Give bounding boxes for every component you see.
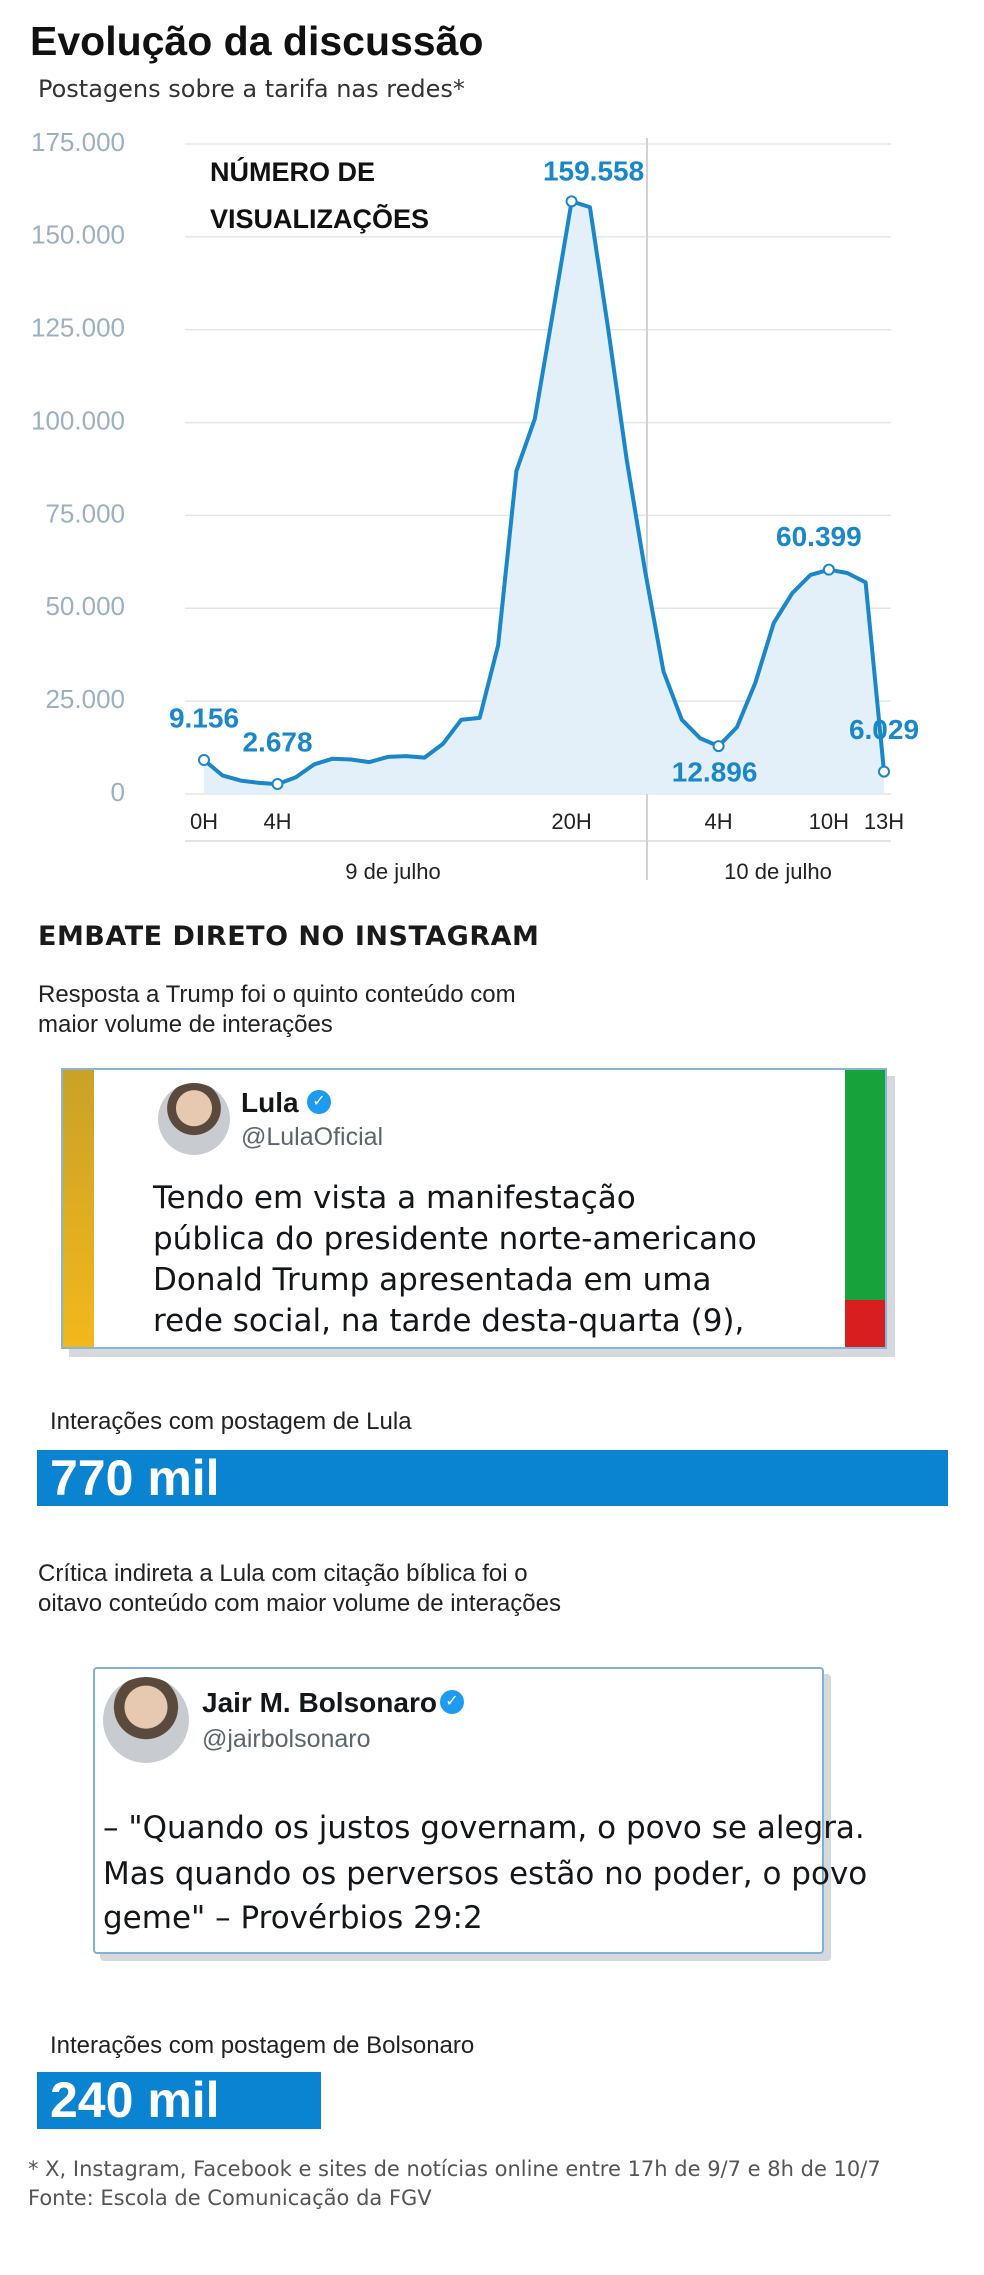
author-name: Jair M. Bolsonaro — [202, 1687, 437, 1718]
line — [202, 199, 886, 787]
point — [712, 740, 725, 753]
line-chart: 0 25.000 50.000 75.000 100.000 125.000 150.000… — [31, 127, 919, 884]
point — [565, 195, 578, 208]
bar-caption: Interações com postagem de Bolsonaro — [50, 2032, 475, 2059]
interaction-bar — [37, 2072, 321, 2129]
author-handle: @LulaOficial — [241, 1123, 384, 1151]
point — [822, 563, 835, 576]
y-tick-label: 50.000 — [45, 591, 125, 621]
x-tick-label: 4H — [705, 809, 733, 834]
y-tick-label: 75.000 — [45, 498, 125, 528]
y-tick-label: 0 — [111, 777, 125, 807]
post-text: rede social, na tarde desta-quarta (9), — [153, 1303, 745, 1339]
post-card: Jair M. Bolsonaro ✓ @jairbolsonaro – "Qu… — [93, 1667, 867, 1954]
value-label: 159.558 — [543, 156, 644, 187]
post-text: pública do presidente norte-americano — [153, 1221, 757, 1257]
area — [204, 201, 884, 794]
author-handle: @jairbolsonaro — [202, 1725, 371, 1753]
y-tick-label: 100.000 — [31, 405, 125, 435]
x-tick-label: 20H — [551, 809, 591, 834]
section-title: EMBATE DIRETO NO INSTAGRAM — [38, 921, 540, 952]
verified-badge: ✓ — [440, 1690, 464, 1714]
point — [198, 753, 210, 766]
day-label: 9 de julho — [345, 859, 440, 884]
source: Fonte: Escola de Comunicação da FGV — [28, 2186, 432, 2210]
bar-value-label: 240 mil — [50, 2072, 220, 2128]
annotation: NÚMERO DE — [210, 156, 375, 187]
value-label: 12.896 — [672, 756, 758, 787]
post-text: Mas quando os perversos estão no poder, … — [103, 1856, 868, 1892]
avatar — [103, 1677, 189, 1763]
post-text: Tendo em vista a manifestação — [153, 1180, 636, 1216]
point — [271, 778, 284, 791]
title: Evolução da discussão — [30, 18, 484, 64]
verified-badge: ✓ — [307, 1090, 331, 1114]
subtitle: Postagens sobre a tarifa nas redes* — [38, 75, 465, 103]
caption: oitavo conteúdo com maior volume de inte… — [38, 1590, 561, 1617]
caption: Crítica indireta a Lula com citação bíbl… — [38, 1560, 528, 1587]
y-tick-label: 175.000 — [31, 127, 125, 157]
y-tick-label: 25.000 — [45, 684, 125, 714]
caption: Resposta a Trump foi o quinto conteúdo c… — [38, 981, 516, 1008]
x-tick-label: 13H — [864, 809, 904, 834]
post-card: Lula ✓ @LulaOficial Tendo em vista a man… — [61, 1068, 887, 1349]
x-tick-label: 10H — [809, 809, 849, 834]
post-text: – "Quando os justos governam, o povo se … — [103, 1810, 865, 1846]
author-name: Lula — [241, 1087, 299, 1118]
flag-stripe — [63, 1070, 94, 1347]
interaction-bar — [37, 1450, 948, 1506]
caption: maior volume de interações — [38, 1011, 333, 1038]
post-text: geme" – Provérbios 29:2 — [103, 1900, 483, 1936]
y-tick-label: 150.000 — [31, 220, 125, 250]
y-tick-label: 125.000 — [31, 313, 125, 343]
value-label: 6.029 — [849, 714, 919, 745]
x-tick-label: 4H — [263, 809, 291, 834]
flag-stripe — [845, 1300, 885, 1347]
point — [878, 765, 890, 778]
value-label: 60.399 — [776, 521, 862, 552]
day-label: 10 de julho — [724, 859, 832, 884]
x-tick-label: 0H — [190, 809, 218, 834]
annotation: VISUALIZAÇÕES — [210, 203, 429, 234]
value-label: 9.156 — [169, 702, 239, 733]
avatar — [158, 1083, 230, 1155]
post-text: Donald Trump apresentada em uma — [153, 1262, 712, 1298]
value-label: 2.678 — [242, 726, 312, 757]
bar-value-label: 770 mil — [50, 1450, 220, 1506]
footnote: * X, Instagram, Facebook e sites de notí… — [28, 2157, 881, 2181]
bar-caption: Interações com postagem de Lula — [50, 1408, 412, 1435]
